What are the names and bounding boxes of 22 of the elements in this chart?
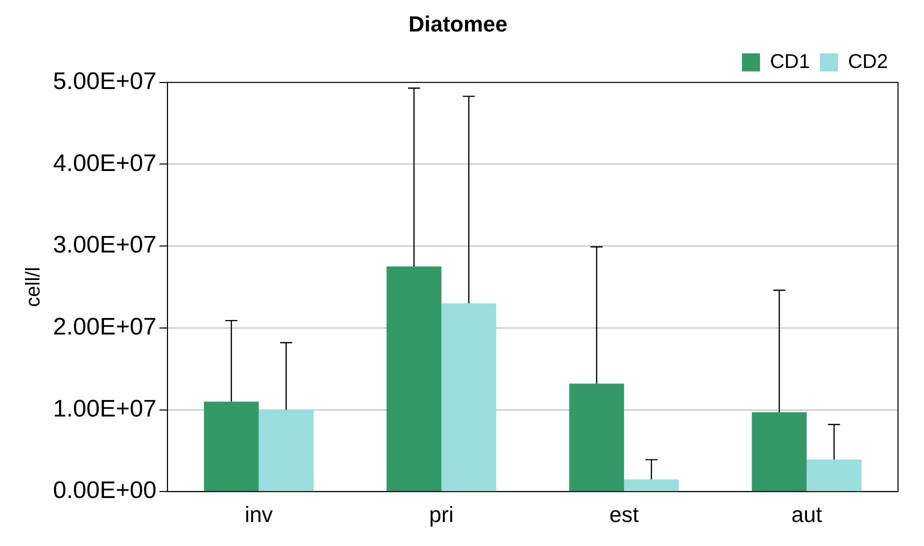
bar bbox=[569, 384, 624, 492]
x-tick-label: aut bbox=[791, 502, 822, 527]
y-tick-label: 1.00E+07 bbox=[52, 395, 156, 422]
bar bbox=[386, 266, 442, 492]
bar bbox=[258, 410, 314, 492]
y-tick-label: 3.00E+07 bbox=[52, 232, 156, 259]
y-tick-label: 0.00E+00 bbox=[52, 477, 156, 504]
legend-label: CD1 bbox=[770, 50, 810, 73]
x-tick-label: est bbox=[609, 502, 639, 527]
y-tick-label: 4.00E+07 bbox=[52, 150, 156, 177]
chart-title: Diatomee bbox=[408, 11, 508, 36]
bar bbox=[624, 479, 679, 492]
bar bbox=[441, 303, 496, 492]
bar bbox=[806, 460, 862, 492]
y-axis-title: cell/l bbox=[22, 266, 45, 308]
x-tick-label: inv bbox=[244, 502, 273, 527]
y-tick-label: 5.00E+07 bbox=[52, 68, 156, 96]
bar bbox=[204, 402, 259, 492]
legend-label: CD2 bbox=[848, 50, 888, 73]
bar bbox=[752, 412, 807, 492]
x-tick-label: pri bbox=[429, 502, 454, 527]
y-tick-label: 2.00E+07 bbox=[52, 314, 156, 341]
